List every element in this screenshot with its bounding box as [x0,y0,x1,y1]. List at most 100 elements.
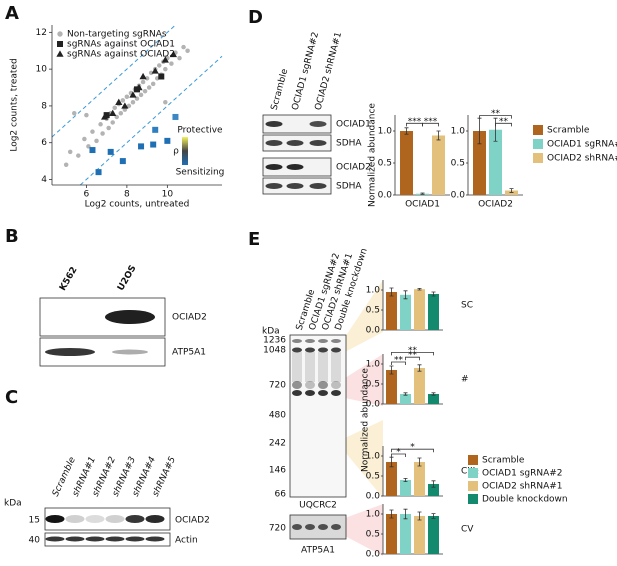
point [101,113,109,120]
point [185,48,190,53]
point [138,143,145,150]
y-tick-label: 6 [41,138,47,148]
band [309,183,327,189]
point [150,81,156,87]
x-tick-label: 10 [162,190,174,200]
legend-swatch [468,494,478,504]
band [292,390,302,396]
point [82,136,87,142]
band [286,183,304,189]
point [90,129,95,134]
x-axis-title: Log2 counts, untreated [85,200,190,210]
point [120,98,126,103]
error-bar [417,457,422,467]
point [177,55,182,61]
point [152,126,159,133]
y-tick-label: 1.0 [378,127,393,137]
band [305,390,315,396]
error-bar [417,511,422,521]
significance-label: ** [394,356,404,366]
band [265,164,283,170]
point [158,73,165,80]
significance-label: *** [408,117,422,127]
band [125,515,145,523]
error-bar [509,188,514,193]
band [318,524,328,530]
y-tick-label: 0.5 [366,306,380,316]
point [89,147,96,154]
point [72,111,77,116]
point [67,149,73,155]
point [76,153,81,158]
band [65,536,85,542]
error-bar [436,130,441,141]
point [63,162,69,168]
y-tick-label: 0.0 [366,326,381,336]
row-label: OCIAD1 [336,120,371,130]
point [94,138,99,144]
y-tick-label: 0.0 [366,492,381,502]
error-bar [417,364,422,372]
smear [318,352,328,382]
bar [428,484,439,496]
band [286,164,304,170]
panel-label: A [5,3,19,24]
y-tick-label: 0.0 [366,400,381,410]
panel-label: B [5,226,19,247]
band [287,121,304,127]
band [331,339,341,343]
error-bar [389,456,394,468]
y-tick-label: 1.0 [366,360,381,370]
band [310,164,327,170]
band [309,140,327,146]
error-bar [404,127,409,135]
band [286,140,304,146]
error-bar [493,117,498,142]
significance-bracket [391,352,434,356]
bar [400,394,411,404]
band [331,347,341,353]
point [169,50,178,58]
marker-label: 1048 [263,346,286,356]
legend-label: sgRNAs against OCIAD1 [67,40,175,50]
y-tick-label: 10 [36,65,48,75]
legend-label: Scramble [547,126,590,136]
bar [386,370,397,404]
legend-marker [56,50,64,57]
band [265,140,283,146]
y-tick-label: 8 [41,101,47,111]
colorbar-top: Protective [177,126,223,136]
point [100,131,105,136]
significance-label: ** [408,346,418,356]
point [140,79,146,85]
marker-label: 1236 [263,336,286,346]
band [331,390,341,396]
marker-label: 720 [269,524,286,534]
gel-label: UQCRC2 [299,501,337,511]
legend-swatch [468,455,478,465]
connector [345,504,383,556]
row-label: ATP5A1 [172,348,206,358]
legend-label: Double knockdown [482,495,568,505]
y-tick-label: 0.5 [451,159,465,169]
band [331,381,341,389]
bar [386,462,397,496]
band [318,381,328,389]
connector [345,420,383,498]
significance-bracket [495,122,512,127]
band [292,381,302,389]
band [112,349,148,355]
point [119,158,126,165]
y-tick-label: 1.0 [366,510,381,520]
significance-bracket [405,356,420,361]
band [145,536,165,542]
band [65,515,85,523]
band [292,347,302,353]
point [138,92,144,98]
point [181,44,186,50]
point [110,120,115,125]
band [85,536,105,542]
x-tick-label: 8 [124,190,130,200]
bar [489,129,502,195]
